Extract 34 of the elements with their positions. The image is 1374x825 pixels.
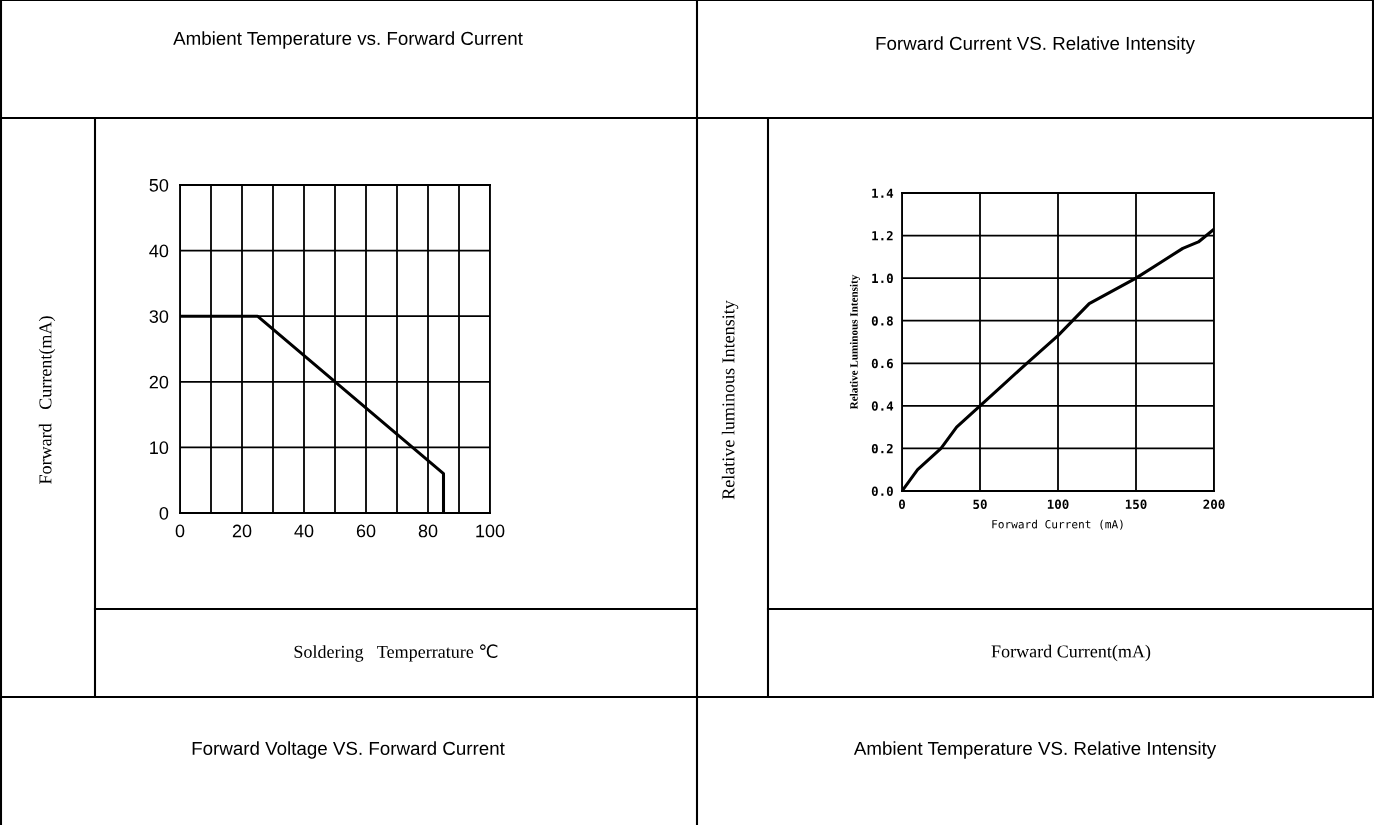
- text: Forward Current(mA): [991, 644, 1151, 662]
- y-tick-label: 0.8: [871, 316, 893, 326]
- text: Relative luminous Intensity: [721, 300, 739, 500]
- y-tick-label: 0.4: [871, 401, 894, 411]
- x-axis-title: Soldering Temperrature ℃: [294, 644, 498, 662]
- x-tick-label: 150: [1125, 499, 1147, 510]
- x-tick-label: 80: [418, 524, 438, 538]
- y-tick-label: 40: [149, 244, 169, 258]
- x-tick-label: 60: [356, 524, 376, 538]
- x-tick-label: 40: [294, 524, 314, 538]
- x-tick-label: 0: [898, 499, 906, 510]
- y-tick-label: 1.0: [872, 273, 893, 284]
- x-tick-label: 0: [175, 524, 185, 538]
- y-tick-label: 0.2: [871, 443, 893, 454]
- y-tick-label: 1.2: [872, 231, 893, 241]
- y-tick-label: 0.0: [871, 486, 893, 496]
- x-axis-title: Forward Current (mA): [992, 519, 1123, 530]
- x-tick-label: 100: [1047, 499, 1069, 510]
- y-tick-label: 10: [150, 441, 169, 455]
- chart-title: Forward Current VS. Relative Intensity: [876, 36, 1195, 54]
- y-tick-label: 30: [149, 310, 169, 323]
- y-tick-label: 20: [149, 375, 169, 389]
- x-tick-label: 100: [476, 524, 505, 538]
- y-tick-label: 0.6: [871, 358, 893, 369]
- y-tick-label: 50: [149, 178, 169, 192]
- text: Forward Voltage VS. Forward Current: [192, 741, 505, 759]
- y-tick-label: 1.4: [872, 188, 894, 198]
- y-axis-title: Relative Luminous Intensity: [849, 274, 860, 410]
- x-tick-label: 50: [973, 499, 987, 510]
- x-tick-label: 200: [1203, 499, 1225, 510]
- text: Ambient Temperature VS. Relative Intensity: [853, 741, 1217, 759]
- chart-title: Ambient Temperature vs. Forward Current: [173, 31, 523, 49]
- y-axis-title: Forward Current(mA): [38, 316, 56, 484]
- x-tick-label: 20: [232, 524, 252, 538]
